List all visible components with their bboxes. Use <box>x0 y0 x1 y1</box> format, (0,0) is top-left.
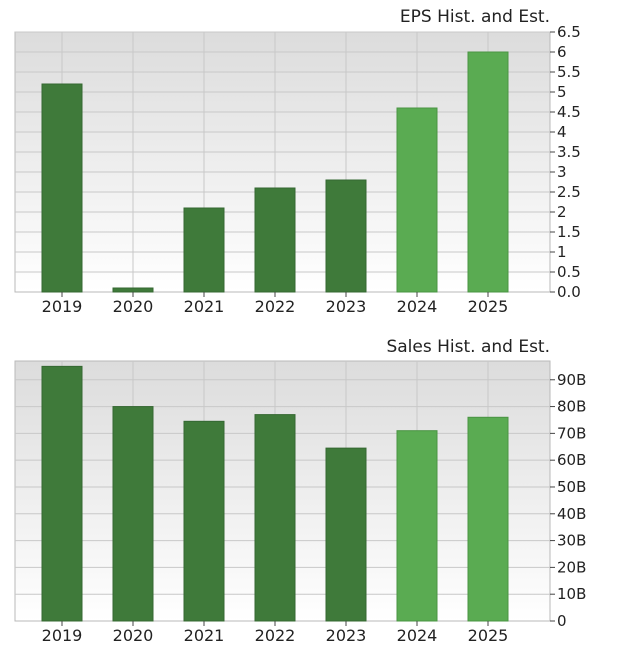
sales-x-tick-label: 2020 <box>113 626 154 645</box>
eps-x-tick-label: 2023 <box>326 297 367 316</box>
sales-y-tick-label: 60B <box>557 451 586 469</box>
eps-bars <box>41 51 509 293</box>
eps-y-tick-label: 0.5 <box>557 263 581 281</box>
sales-y-tick-label: 90B <box>557 371 586 389</box>
sales-bar-2021 <box>183 420 225 622</box>
sales-y-tick-label: 20B <box>557 558 586 576</box>
sales-y-tick-label: 80B <box>557 398 586 416</box>
eps-bar-2021 <box>183 207 225 293</box>
sales-x-tick-label: 2023 <box>326 626 367 645</box>
sales-bar-2022 <box>254 414 296 622</box>
sales-x-tick-label: 2024 <box>397 626 438 645</box>
sales-y-tick-label: 30B <box>557 532 586 550</box>
eps-chart-title: EPS Hist. and Est. <box>400 7 550 27</box>
sales-x-tick-label: 2019 <box>42 626 83 645</box>
sales-x-tick-label: 2022 <box>255 626 296 645</box>
sales-y-axis: 0 10B 20B 30B 40B 50B 60B 70B 80B 90B <box>550 371 586 630</box>
eps-bar-2023 <box>325 179 367 293</box>
eps-x-tick-label: 2024 <box>397 297 438 316</box>
eps-bar-2022 <box>254 187 296 293</box>
eps-y-tick-label: 3 <box>557 163 567 181</box>
eps-x-tick-label: 2019 <box>42 297 83 316</box>
eps-y-tick-label: 6.5 <box>557 23 581 41</box>
sales-x-tick-label: 2025 <box>468 626 509 645</box>
sales-y-tick-label: 40B <box>557 505 586 523</box>
eps-x-tick-label: 2020 <box>113 297 154 316</box>
eps-y-tick-label: 5 <box>557 83 567 101</box>
eps-y-tick-label: 6 <box>557 43 567 61</box>
sales-bar-2023 <box>325 447 367 622</box>
eps-bar-2019 <box>41 83 83 293</box>
sales-y-tick-label: 70B <box>557 424 586 442</box>
sales-x-tick-label: 2021 <box>184 626 225 645</box>
eps-y-tick-label: 4.5 <box>557 103 581 121</box>
sales-bar-2020 <box>112 406 154 622</box>
eps-bar-2024-estimate <box>396 107 438 293</box>
eps-bar-2020 <box>112 287 154 293</box>
eps-y-tick-label: 3.5 <box>557 143 581 161</box>
eps-x-tick-label: 2025 <box>468 297 509 316</box>
sales-chart-title: Sales Hist. and Est. <box>386 337 550 357</box>
eps-bar-2025-estimate <box>467 51 509 293</box>
sales-y-tick-label: 10B <box>557 585 586 603</box>
eps-y-tick-label: 0.0 <box>557 283 581 301</box>
sales-x-axis: 2019 2020 2021 2022 2023 2024 2025 <box>42 621 509 645</box>
eps-y-tick-label: 4 <box>557 123 567 141</box>
eps-y-tick-label: 5.5 <box>557 63 581 81</box>
sales-y-tick-label: 50B <box>557 478 586 496</box>
eps-y-tick-label: 1 <box>557 243 567 261</box>
eps-chart: EPS Hist. and Est. 0.0 0.5 1 1.5 2 2.5 3 3.5 4 4.… <box>14 7 581 316</box>
eps-x-axis: 2019 2020 2021 2022 2023 2024 2025 <box>42 292 509 316</box>
eps-x-tick-label: 2022 <box>255 297 296 316</box>
eps-y-axis: 0.0 0.5 1 1.5 2 2.5 3 3.5 4 4.5 5 5.5 6 6.5 <box>550 23 581 301</box>
eps-y-tick-label: 1.5 <box>557 223 581 241</box>
sales-bar-2025-estimate <box>467 416 509 622</box>
sales-chart: Sales Hist. and Est. 0 10B 20B 30B 40B 50B 60B… <box>14 337 586 645</box>
eps-x-tick-label: 2021 <box>184 297 225 316</box>
sales-y-tick-label: 0 <box>557 612 567 630</box>
sales-bar-2024-estimate <box>396 430 438 622</box>
eps-y-tick-label: 2.5 <box>557 183 581 201</box>
sales-bar-2019 <box>41 365 83 622</box>
eps-y-tick-label: 2 <box>557 203 567 221</box>
